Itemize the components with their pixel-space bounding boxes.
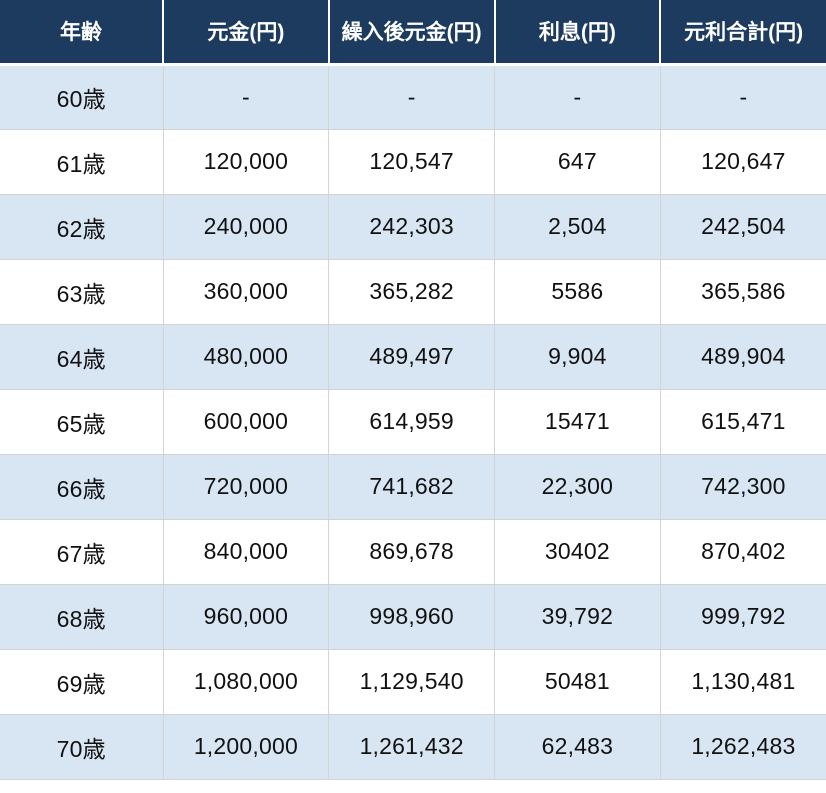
table-row: 64歳 480,000 489,497 9,904 489,904 [0,323,826,390]
cell-principal: - [162,63,330,130]
cell-age: 70歳 [0,713,164,780]
header-cell-total: 元利合計(円) [660,0,826,66]
table-row: 63歳 360,000 365,282 5586 365,586 [0,258,826,325]
table-row: 60歳 - - - - [0,63,826,130]
cell-principal: 1,080,000 [162,648,330,715]
table-body: 60歳 - - - -61歳 120,000 120,547 647 120,647 62歳 240… [0,63,826,780]
cell-interest: 30402 [494,518,661,585]
cell-principal: 240,000 [162,193,330,260]
cell-principal: 600,000 [162,388,330,455]
cell-principal-and-interest-total: 242,504 [659,193,826,260]
table-row: 67歳 840,000 869,678 30402 870,402 [0,518,826,585]
cell-principal-and-interest-total: 365,586 [659,258,826,325]
cell-principal: 960,000 [162,583,330,650]
cell-interest: 15471 [494,388,661,455]
cell-principal: 840,000 [162,518,330,585]
cell-principal-and-interest-total: 615,471 [659,388,826,455]
cell-interest: 62,483 [494,713,661,780]
table-row: 70歳 1,200,000 1,261,432 62,483 1,262,483 [0,713,826,780]
cell-age: 67歳 [0,518,164,585]
header-cell-principal: 元金(円) [163,0,330,66]
cell-principal-after-transfer: 120,547 [328,128,495,195]
cell-interest: 9,904 [494,323,661,390]
cell-principal-and-interest-total: 870,402 [659,518,826,585]
cell-principal-and-interest-total: 120,647 [659,128,826,195]
cell-principal-and-interest-total: - [659,63,826,130]
cell-principal: 360,000 [162,258,330,325]
cell-principal-after-transfer: 998,960 [328,583,495,650]
cell-age: 65歳 [0,388,164,455]
cell-principal-and-interest-total: 489,904 [659,323,826,390]
cell-principal-after-transfer: 614,959 [328,388,495,455]
header-cell-age: 年齢 [0,0,164,66]
cell-principal: 480,000 [162,323,330,390]
table-header: 年齢 元金(円) 繰入後元金(円) 利息(円) 元利合計(円) [0,0,826,66]
cell-interest: 5586 [494,258,661,325]
cell-age: 63歳 [0,258,164,325]
cell-interest: 39,792 [494,583,661,650]
cell-principal-after-transfer: 869,678 [328,518,495,585]
cell-age: 64歳 [0,323,164,390]
cell-principal: 720,000 [162,453,330,520]
cell-principal-and-interest-total: 1,130,481 [659,648,826,715]
cell-principal-after-transfer: 242,303 [328,193,495,260]
cell-principal-after-transfer: 365,282 [328,258,495,325]
cell-interest: 50481 [494,648,661,715]
cell-principal-after-transfer: 1,261,432 [328,713,495,780]
cell-age: 69歳 [0,648,164,715]
cell-principal-after-transfer: 1,129,540 [328,648,495,715]
cell-interest: - [494,63,661,130]
table-row: 69歳 1,080,000 1,129,540 50481 1,130,481 [0,648,826,715]
cell-principal-after-transfer: 741,682 [328,453,495,520]
cell-interest: 22,300 [494,453,661,520]
header-cell-principal-after-transfer: 繰入後元金(円) [328,0,496,66]
cell-principal: 120,000 [162,128,330,195]
table-row: 62歳 240,000 242,303 2,504 242,504 [0,193,826,260]
cell-interest: 647 [494,128,661,195]
cell-principal-after-transfer: - [328,63,495,130]
table-row: 68歳 960,000 998,960 39,792 999,792 [0,583,826,650]
cell-principal-and-interest-total: 742,300 [659,453,826,520]
cell-age: 66歳 [0,453,164,520]
cell-principal-and-interest-total: 999,792 [659,583,826,650]
header-cell-interest: 利息(円) [494,0,662,66]
table-row: 66歳 720,000 741,682 22,300 742,300 [0,453,826,520]
cell-age: 62歳 [0,193,164,260]
cell-interest: 2,504 [494,193,661,260]
table-row: 61歳 120,000 120,547 647 120,647 [0,128,826,195]
header-row: 年齢 元金(円) 繰入後元金(円) 利息(円) 元利合計(円) [0,0,826,66]
cell-principal: 1,200,000 [162,713,330,780]
cell-age: 61歳 [0,128,164,195]
cell-principal-and-interest-total: 1,262,483 [659,713,826,780]
cell-age: 60歳 [0,63,164,130]
cell-age: 68歳 [0,583,164,650]
table-row: 65歳 600,000 614,959 15471 615,471 [0,388,826,455]
cell-principal-after-transfer: 489,497 [328,323,495,390]
